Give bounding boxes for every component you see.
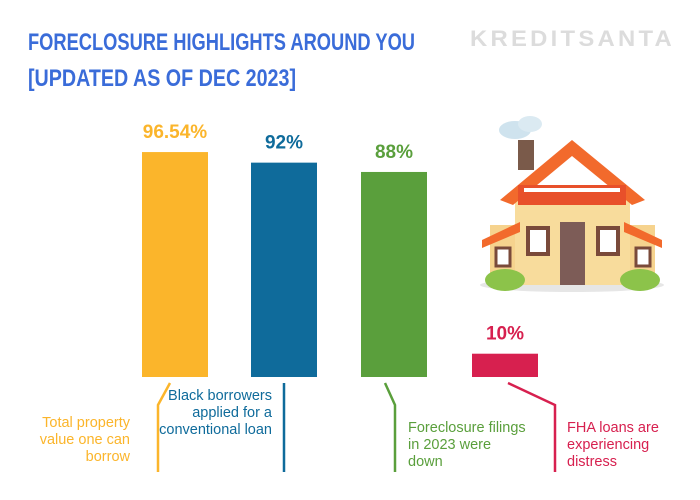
title-line: [UPDATED AS OF DEC 2023] (28, 65, 296, 92)
bar (361, 171, 427, 377)
category-label: Foreclosure filings in 2023 were down (408, 420, 526, 470)
connector-line (507, 381, 557, 472)
bar (142, 152, 208, 377)
category-label: Black borrowers applied for a convention… (159, 388, 272, 438)
value-label: 96.54% (143, 122, 208, 143)
connector-line (156, 382, 172, 472)
category-label: FHA loans are experiencing distress (567, 420, 659, 470)
connector-line (383, 382, 397, 472)
value-label: 92% (265, 133, 303, 154)
value-label: 88% (375, 142, 413, 163)
title-line: FORECLOSURE HIGHLIGHTS AROUND YOU (28, 29, 415, 56)
value-label: 10% (486, 324, 524, 345)
house-illustration (480, 116, 664, 292)
bar (472, 353, 538, 377)
logo: KREDITSANTA (470, 26, 675, 51)
bar (251, 162, 317, 377)
category-label: Total property value one can borrow (39, 415, 130, 465)
